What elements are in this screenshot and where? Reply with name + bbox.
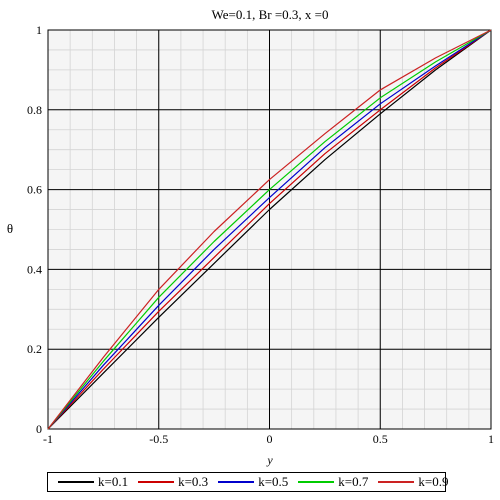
x-tick-label: 0 [267,432,273,446]
legend-label: k=0.9 [418,474,449,489]
y-tick-label: 0.6 [27,183,42,197]
x-tick-label: -1 [43,432,53,446]
legend-item: k=0.9 [378,474,448,490]
series-line-k=0.9 [47,29,492,430]
legend-item: k=0.1 [58,474,128,490]
legend-swatch [378,481,415,483]
y-axis-label: θ [7,221,13,236]
y-tick-label: 1 [36,23,42,37]
legend-label: k=0.1 [98,474,129,489]
y-tick-label: 0 [36,422,42,436]
series-line-k=0.5 [47,29,492,430]
chart-title: We=0.1, Br =0.3, x =0 [212,7,329,22]
legend-item: k=0.7 [298,474,368,490]
x-tick-label: -0.5 [149,432,168,446]
x-axis-ticks: -1 -0.5 0 0.5 1 [43,432,494,446]
major-grid [47,29,492,430]
series-line-k=0.3 [47,29,492,430]
y-tick-label: 0.8 [27,103,42,117]
y-tick-label: 0.4 [27,262,42,276]
x-tick-label: 0.5 [373,432,388,446]
series-line-k=0.1 [47,29,492,430]
legend-swatch [58,481,94,483]
legend-swatch [298,481,335,483]
x-tick-label: 1 [488,432,494,446]
y-tick-label: 0.2 [27,342,42,356]
legend-label: k=0.7 [338,474,369,489]
legend-label: k=0.3 [178,474,209,489]
series-lines [47,29,492,430]
legend-item: k=0.3 [138,474,208,490]
y-axis-ticks: 0 0.2 0.4 0.6 0.8 1 [27,23,42,436]
x-axis-label: y [266,453,273,467]
series-line-k=0.7 [47,29,492,430]
legend-label: k=0.5 [258,474,289,489]
legend-swatch [218,481,255,483]
legend-swatch [138,481,175,483]
chart-legend: k=0.1 k=0.3 k=0.5 k=0.7 k=0.9 [47,472,448,492]
legend-item: k=0.5 [218,474,288,490]
